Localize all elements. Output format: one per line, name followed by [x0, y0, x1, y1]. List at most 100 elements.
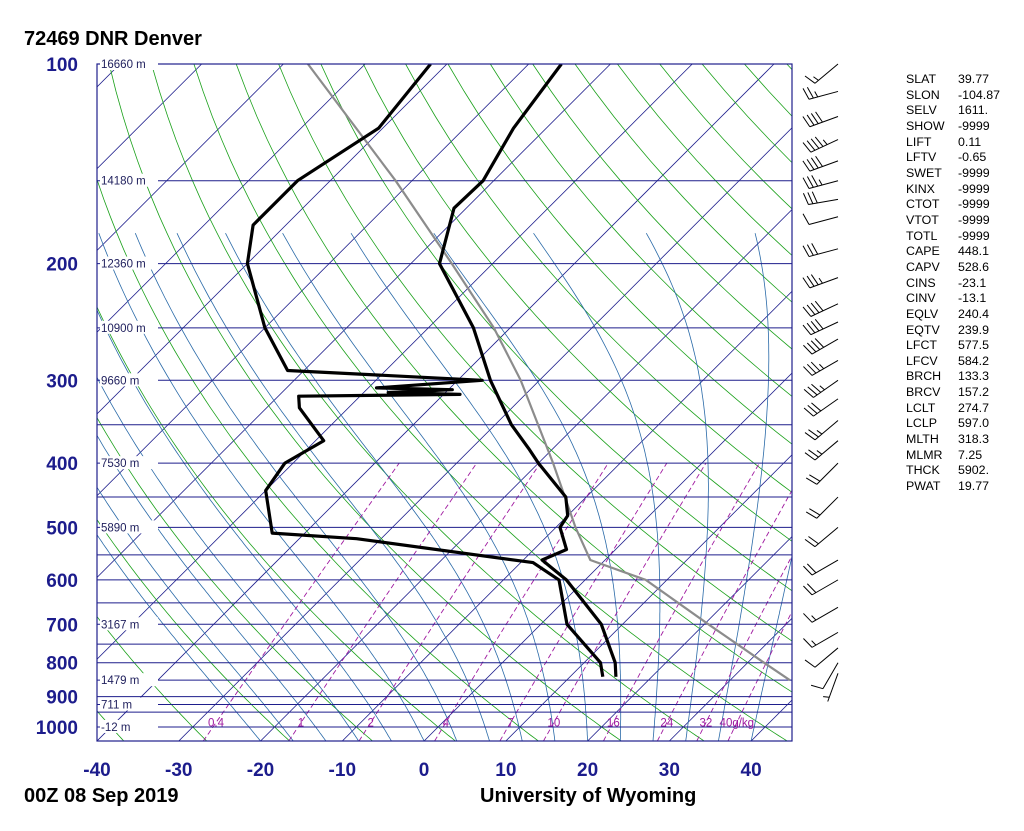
barb-full — [802, 277, 811, 289]
index-key: LFTV — [906, 150, 937, 165]
height-label: 12360 m — [101, 259, 146, 271]
height-label-bg — [100, 697, 158, 711]
barb-staff — [814, 647, 839, 668]
barb-half — [819, 363, 825, 370]
height-label-bg — [100, 373, 158, 387]
index-key: CAPE — [906, 244, 940, 259]
height-label: 14180 m — [101, 176, 146, 188]
moist-adiabat-line — [97, 434, 327, 741]
barb-staff — [816, 462, 839, 485]
mixing-ratio-label: 4 — [443, 718, 450, 730]
barb-full — [814, 136, 824, 147]
barb-full — [807, 405, 818, 414]
index-value: -9999 — [958, 212, 990, 227]
barb-staff — [811, 338, 839, 355]
barb-half — [819, 385, 825, 391]
barb-staff — [808, 90, 839, 100]
barb-staff — [813, 379, 839, 398]
barb-full — [802, 324, 812, 335]
wind-barb — [802, 274, 839, 289]
index-key: TOTL — [906, 228, 938, 243]
barb-full — [804, 432, 816, 441]
barb-full — [810, 157, 819, 169]
mixing-ratio-line — [603, 462, 760, 741]
barb-full — [811, 191, 818, 204]
index-row: CINV -13.1 — [906, 291, 1000, 307]
mixing-ratio-line — [288, 462, 478, 741]
index-value: 577.5 — [958, 338, 990, 353]
barb-full — [802, 245, 810, 257]
barb-full — [811, 243, 819, 255]
barb-staff — [816, 496, 839, 519]
height-label-bg — [100, 673, 158, 687]
dry-adiabat-line — [362, 64, 792, 542]
barb-staff — [810, 303, 839, 317]
height-label: 10900 m — [101, 323, 146, 335]
moist-adiabat-line — [176, 233, 490, 741]
barb-full — [803, 366, 813, 376]
index-key: CAPV — [906, 259, 940, 274]
barb-full — [806, 304, 816, 315]
mixing-ratio-line — [696, 554, 792, 741]
moist-adiabat-line — [533, 232, 661, 741]
barb-half — [816, 430, 823, 435]
wind-barb — [802, 136, 839, 153]
barb-full — [806, 363, 817, 374]
index-row: LFCV 584.2 — [906, 354, 1000, 370]
wind-barb — [803, 338, 839, 355]
dry-adiabat-line — [278, 64, 792, 642]
index-value: -104.87 — [958, 87, 1001, 102]
height-label: 9660 m — [101, 375, 139, 387]
barb-staff — [814, 440, 839, 461]
index-value: 157.2 — [958, 385, 990, 400]
barb-full — [807, 386, 818, 396]
barb-full — [810, 113, 819, 124]
barb-staff — [808, 198, 839, 206]
moist-adiabat-line — [350, 232, 588, 741]
temperature-trace — [437, 64, 618, 677]
pressure-tick-label: 100 — [46, 55, 78, 76]
index-value: 318.3 — [958, 432, 990, 447]
index-key: LCLT — [906, 400, 936, 415]
barb-full — [803, 565, 813, 576]
wind-barb — [804, 647, 839, 668]
dry-adiabat-line — [405, 64, 792, 493]
pressure-tick-label: 800 — [46, 654, 78, 675]
barb-full — [810, 320, 820, 332]
temperature-tick-label: -10 — [329, 760, 356, 781]
dry-adiabat-line — [320, 64, 792, 592]
barb-full — [803, 389, 814, 398]
dry-adiabat-line — [97, 616, 207, 741]
barb-full — [815, 111, 823, 123]
barb-staff — [808, 248, 839, 258]
wind-barb — [802, 213, 839, 226]
index-key: SELV — [906, 103, 937, 118]
barb-staff — [813, 398, 839, 417]
mixing-ratio-label: 16 — [607, 718, 620, 730]
barb-staff — [814, 420, 839, 441]
barb-half — [814, 91, 819, 98]
index-value: 597.0 — [958, 416, 990, 431]
mixing-ratio-line — [434, 462, 609, 741]
pressure-tick-label: 300 — [46, 371, 78, 392]
barb-full — [804, 538, 816, 548]
barb-half — [816, 450, 823, 455]
mixing-ratio-labels: 0.4 1 2 4 7 10 16 24 32 40g/kg — [208, 718, 754, 730]
barb-half — [822, 139, 828, 145]
barb-full — [805, 477, 818, 485]
wind-barb — [803, 559, 839, 576]
barb-full — [802, 306, 812, 317]
moist-adiabat-line — [97, 309, 392, 741]
index-key: MLTH — [906, 432, 939, 447]
barb-staff — [808, 180, 839, 189]
index-key: CINV — [906, 291, 936, 306]
index-row: THCK 5902. — [906, 463, 1000, 479]
temperature-tick-label: 30 — [659, 760, 680, 781]
sounding-indices-table: SLAT 39.77 SLON -104.87 SELV 1611. SHOW -9999 LI… — [906, 72, 1000, 495]
mixing-ratio-line — [499, 462, 668, 741]
barb-staff — [811, 579, 839, 596]
barb-full — [802, 116, 811, 128]
pressure-tick-label: 500 — [46, 518, 78, 539]
index-row: KINX -9999 — [906, 182, 1000, 198]
